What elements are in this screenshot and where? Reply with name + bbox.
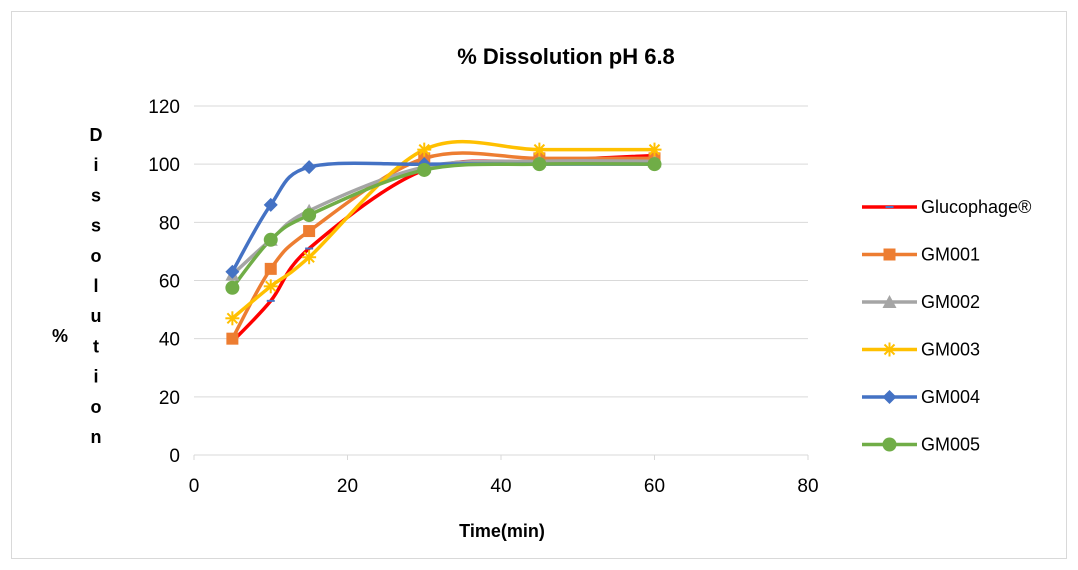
data-point — [302, 250, 317, 265]
y-axis-title: Dissolution — [90, 125, 103, 447]
legend-item: GM003 — [862, 340, 980, 360]
data-point — [263, 197, 278, 212]
y-axis-title-prefix: % — [52, 326, 68, 346]
data-point — [225, 311, 240, 326]
y-axis-title-letter: s — [91, 216, 101, 236]
legend-item: GM001 — [862, 245, 980, 265]
series-line-gm001 — [230, 151, 657, 341]
legend-label: GM005 — [921, 435, 980, 455]
data-point — [263, 279, 278, 294]
data-point — [302, 208, 317, 223]
y-axis-title-letter: i — [93, 155, 98, 175]
data-point — [225, 264, 240, 279]
y-axis-title-letter: n — [91, 427, 102, 447]
series-line-glucophage — [230, 153, 657, 344]
legend: Glucophage® GM001 GM002 GM003 GM004 GM005 — [862, 197, 1031, 455]
data-point — [303, 225, 316, 238]
y-axis-title-letter: o — [91, 246, 102, 266]
y-axis-title-letter: s — [91, 185, 101, 205]
y-tick-label: 120 — [148, 97, 180, 118]
data-point — [417, 142, 432, 157]
x-tick-label: 60 — [644, 476, 665, 497]
x-tick-label: 0 — [189, 476, 200, 497]
x-tick-label: 20 — [337, 476, 358, 497]
data-point — [302, 160, 317, 175]
x-axis-title: Time(min) — [459, 521, 545, 541]
y-axis-title-letter: i — [93, 367, 98, 387]
y-tick-label: 40 — [159, 330, 180, 351]
y-axis-title-letter: l — [93, 276, 98, 296]
legend-label: GM004 — [921, 387, 980, 407]
data-point — [225, 280, 240, 295]
legend-label: GM002 — [921, 292, 980, 312]
legend-marker — [882, 390, 897, 404]
series-markers — [225, 142, 662, 345]
data-point — [647, 157, 662, 172]
y-axis-title-letter: t — [93, 336, 99, 356]
data-point — [532, 142, 547, 157]
chart-title: % Dissolution pH 6.8 — [457, 44, 675, 69]
y-tick-label: 60 — [159, 272, 180, 293]
x-tick-label: 40 — [490, 476, 511, 497]
chart-frame: % Dissolution pH 6.8 0 20 40 60 80 100 120 0 20 4… — [11, 11, 1067, 559]
y-axis-title-letter: u — [91, 306, 102, 326]
legend-item: GM002 — [862, 292, 980, 312]
legend-label: GM003 — [921, 340, 980, 360]
y-tick-label: 100 — [148, 155, 180, 176]
legend-label: GM001 — [921, 245, 980, 265]
y-axis-title-letter: D — [90, 125, 103, 145]
x-tick-label: 80 — [797, 476, 818, 497]
legend-marker — [883, 248, 896, 261]
legend-item: GM004 — [862, 387, 980, 407]
data-point — [417, 162, 432, 177]
legend-marker — [882, 342, 897, 357]
y-tick-label: 80 — [159, 213, 180, 234]
series-line-gm002 — [230, 159, 657, 277]
legend-marker — [882, 295, 897, 308]
series-lines — [230, 139, 657, 344]
data-point — [263, 232, 278, 247]
line-chart: % Dissolution pH 6.8 0 20 40 60 80 100 120 0 20 4… — [52, 44, 1031, 541]
legend-marker — [882, 437, 897, 452]
legend-item: GM005 — [862, 435, 980, 455]
data-point — [532, 157, 547, 172]
data-point — [264, 262, 277, 275]
y-axis-title-letter: o — [91, 397, 102, 417]
y-tick-label: 0 — [169, 446, 180, 467]
legend-label: Glucophage® — [921, 197, 1031, 217]
data-point — [226, 332, 239, 345]
data-point — [647, 142, 662, 157]
axes: 0 20 40 60 80 100 120 0 20 40 60 80 — [148, 97, 818, 497]
legend-item: Glucophage® — [862, 197, 1031, 217]
y-tick-label: 20 — [159, 388, 180, 409]
